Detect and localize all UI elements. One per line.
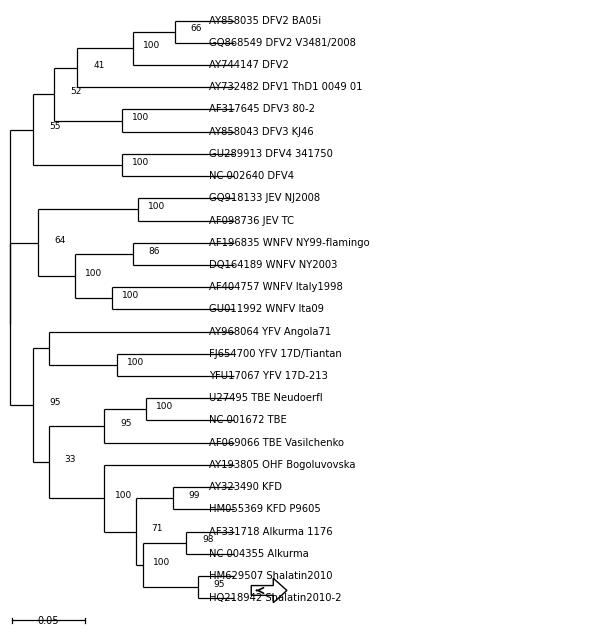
Text: FJ654700 YFV 17D/Tiantan: FJ654700 YFV 17D/Tiantan — [209, 349, 342, 359]
Text: YFU17067 YFV 17D-213: YFU17067 YFV 17D-213 — [209, 371, 328, 381]
Text: AY732482 DFV1 ThD1 0049 01: AY732482 DFV1 ThD1 0049 01 — [209, 82, 363, 92]
Text: DQ164189 WNFV NY2003: DQ164189 WNFV NY2003 — [209, 260, 338, 270]
Text: 99: 99 — [188, 491, 200, 500]
Text: 52: 52 — [70, 87, 82, 96]
Text: AY968064 YFV Angola71: AY968064 YFV Angola71 — [209, 327, 332, 337]
Text: 95: 95 — [214, 580, 225, 589]
Text: 100: 100 — [153, 558, 170, 567]
Text: 98: 98 — [202, 535, 214, 544]
Text: 100: 100 — [122, 291, 139, 300]
Text: AY323490 KFD: AY323490 KFD — [209, 482, 283, 492]
Text: 100: 100 — [133, 113, 149, 122]
Text: AY858043 DFV3 KJ46: AY858043 DFV3 KJ46 — [209, 127, 314, 137]
Text: HM629507 Shalatin2010: HM629507 Shalatin2010 — [209, 571, 333, 581]
Text: AF069066 TBE Vasilchenko: AF069066 TBE Vasilchenko — [209, 438, 344, 447]
Text: GU289913 DFV4 341750: GU289913 DFV4 341750 — [209, 149, 333, 159]
Text: HQ218942 Shalatin2010-2: HQ218942 Shalatin2010-2 — [209, 593, 342, 603]
Text: HM055369 KFD P9605: HM055369 KFD P9605 — [209, 504, 321, 514]
Text: 71: 71 — [152, 524, 163, 533]
Text: AF331718 Alkurma 1176: AF331718 Alkurma 1176 — [209, 526, 333, 537]
Text: 100: 100 — [85, 269, 103, 278]
Text: AF317645 DFV3 80-2: AF317645 DFV3 80-2 — [209, 104, 316, 115]
Text: 64: 64 — [55, 235, 65, 244]
Text: 100: 100 — [143, 41, 160, 50]
Text: 100: 100 — [148, 202, 165, 211]
Text: U27495 TBE Neudoerfl: U27495 TBE Neudoerfl — [209, 394, 323, 403]
Text: 86: 86 — [149, 247, 160, 256]
Text: GU011992 WNFV Ita09: GU011992 WNFV Ita09 — [209, 304, 325, 314]
Text: 66: 66 — [190, 24, 202, 33]
Text: 100: 100 — [115, 491, 132, 500]
Text: 95: 95 — [120, 419, 132, 428]
Text: AY193805 OHF Bogoluvovska: AY193805 OHF Bogoluvovska — [209, 460, 356, 470]
Text: GQ868549 DFV2 V3481/2008: GQ868549 DFV2 V3481/2008 — [209, 38, 356, 48]
Text: AY858035 DFV2 BA05i: AY858035 DFV2 BA05i — [209, 15, 322, 26]
Text: 33: 33 — [65, 455, 76, 464]
Text: 0.05: 0.05 — [38, 616, 59, 626]
Text: AY744147 DFV2: AY744147 DFV2 — [209, 60, 289, 70]
Text: 55: 55 — [49, 122, 61, 131]
Text: AF098736 JEV TC: AF098736 JEV TC — [209, 215, 295, 226]
Text: 100: 100 — [133, 158, 149, 167]
Text: NC 002640 DFV4: NC 002640 DFV4 — [209, 171, 295, 181]
Text: NC 001672 TBE: NC 001672 TBE — [209, 415, 287, 426]
Polygon shape — [251, 578, 287, 603]
Text: GQ918133 JEV NJ2008: GQ918133 JEV NJ2008 — [209, 194, 320, 203]
Text: 41: 41 — [93, 60, 104, 69]
Text: AF196835 WNFV NY99-flamingo: AF196835 WNFV NY99-flamingo — [209, 238, 370, 247]
Text: 100: 100 — [157, 402, 173, 411]
Text: 100: 100 — [127, 358, 145, 367]
Text: AF404757 WNFV Italy1998: AF404757 WNFV Italy1998 — [209, 282, 343, 292]
Text: NC 004355 Alkurma: NC 004355 Alkurma — [209, 549, 309, 559]
Text: 95: 95 — [49, 398, 61, 407]
